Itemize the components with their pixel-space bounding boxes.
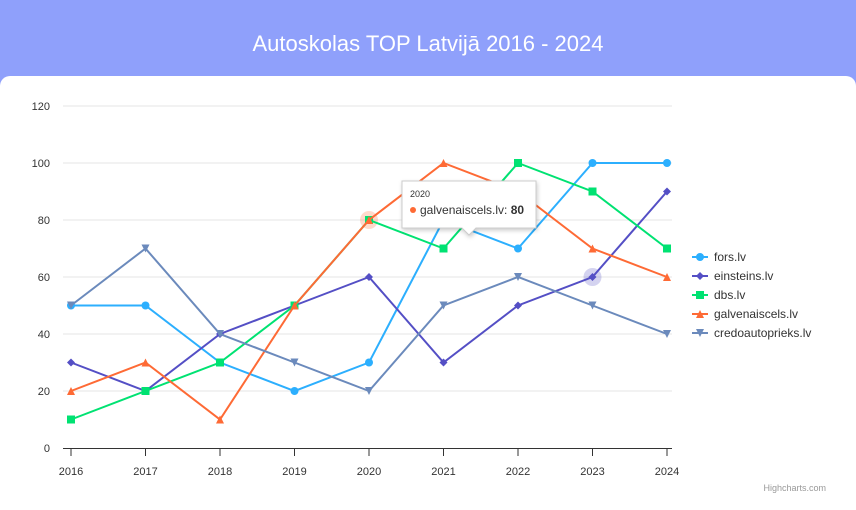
data-point-fors.lv — [365, 358, 373, 367]
y-tick-label: 80 — [38, 215, 50, 227]
y-tick-label: 0 — [44, 443, 50, 455]
y-tick-label: 40 — [38, 329, 50, 341]
legend-marker — [696, 329, 704, 337]
data-point-galvenaiscels.lv — [67, 387, 75, 395]
tooltip-series-name: galvenaiscels.lv: 80 — [420, 203, 524, 217]
data-point-einsteins.lv — [365, 273, 373, 281]
data-point-credoautoprieks.lv — [141, 244, 150, 253]
chart-title: Autoskolas TOP Latvijā 2016 - 2024 — [252, 31, 604, 56]
data-point-galvenaiscels.lv — [216, 415, 224, 424]
y-tick-label: 120 — [32, 101, 50, 113]
data-point-einsteins.lv — [588, 273, 597, 281]
legend-marker — [696, 310, 704, 318]
data-point-galvenaiscels.lv — [365, 216, 373, 224]
legend-marker — [696, 272, 704, 280]
data-point-dbs.lv — [67, 415, 75, 424]
data-point-galvenaiscels.lv — [141, 358, 150, 367]
x-tick-label: 2017 — [133, 466, 157, 478]
data-point-einsteins.lv — [663, 187, 671, 196]
x-tick-label: 2016 — [59, 466, 83, 478]
x-tick-label: 2020 — [357, 466, 381, 478]
data-point-fors.lv — [290, 387, 299, 395]
data-point-galvenaiscels.lv — [588, 244, 597, 253]
series-line-dbs.lv — [70, 161, 668, 421]
data-point-credoautoprieks.lv — [67, 301, 75, 310]
legend-item-label: fors.lv — [714, 250, 746, 264]
data-point-einsteins.lv — [439, 358, 448, 367]
data-point-einsteins.lv — [514, 301, 522, 310]
data-point-dbs.lv — [439, 244, 448, 253]
y-tick-label: 100 — [32, 158, 50, 170]
tooltip-series-dot — [410, 207, 416, 213]
data-point-dbs.lv — [216, 358, 224, 367]
data-point-credoautoprieks.lv — [439, 301, 448, 310]
data-point-galvenaiscels.lv — [290, 301, 299, 310]
data-point-fors.lv — [141, 301, 150, 310]
legend-marker — [696, 291, 704, 299]
data-point-fors.lv — [514, 244, 522, 253]
legend-marker — [696, 253, 704, 261]
data-point-credoautoprieks.lv — [663, 330, 671, 338]
data-point-dbs.lv — [588, 187, 597, 196]
y-tick-label: 20 — [38, 386, 50, 398]
data-point-fors.lv — [663, 159, 671, 167]
series-line-credoautoprieks.lv — [70, 247, 668, 393]
data-point-dbs.lv — [141, 387, 150, 395]
data-point-galvenaiscels.lv — [663, 273, 671, 281]
header-band — [0, 0, 856, 90]
data-point-dbs.lv — [663, 244, 671, 253]
tooltip — [401, 180, 537, 236]
x-tick-label: 2022 — [506, 466, 530, 478]
data-point-fors.lv — [588, 159, 597, 167]
credits-link[interactable]: Highcharts.com — [763, 483, 826, 493]
data-point-credoautoprieks.lv — [216, 330, 224, 338]
tooltip-header: 2020 — [410, 189, 430, 199]
data-point-dbs.lv — [514, 159, 522, 167]
legend-item-label: credoautoprieks.lv — [714, 326, 811, 340]
legend-item-label: dbs.lv — [714, 288, 745, 302]
legend-item-label: einsteins.lv — [714, 269, 773, 283]
y-tick-label: 60 — [38, 272, 50, 284]
data-point-credoautoprieks.lv — [290, 358, 299, 367]
chart-card — [0, 76, 856, 510]
x-tick-label: 2024 — [655, 466, 679, 478]
tooltip-box — [401, 180, 537, 236]
x-tick-label: 2019 — [282, 466, 306, 478]
data-point-einsteins.lv — [67, 358, 75, 367]
data-point-credoautoprieks.lv — [514, 273, 522, 281]
data-point-credoautoprieks.lv — [365, 387, 373, 395]
tooltip-value: 80 — [511, 203, 525, 217]
x-tick-label: 2021 — [431, 466, 455, 478]
data-point-galvenaiscels.lv — [439, 159, 448, 167]
x-tick-label: 2023 — [580, 466, 604, 478]
legend-item-label: galvenaiscels.lv — [714, 307, 798, 321]
x-tick-label: 2018 — [208, 466, 232, 478]
series-line-galvenaiscels.lv — [70, 161, 668, 421]
data-point-credoautoprieks.lv — [588, 301, 597, 310]
